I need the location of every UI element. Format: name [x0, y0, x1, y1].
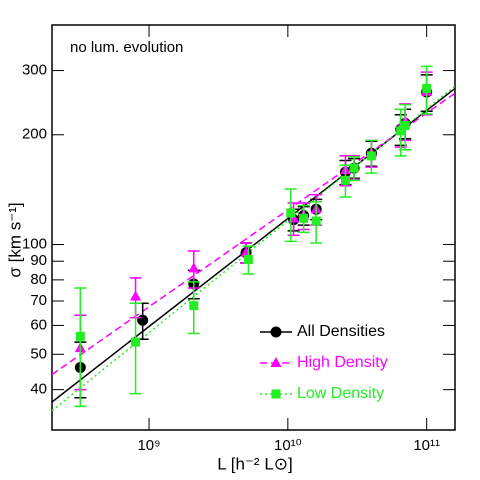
y-tick-label: 40: [30, 381, 47, 398]
marker: [130, 290, 142, 301]
y-tick-label: 50: [30, 345, 47, 362]
y-tick-label: 70: [30, 292, 47, 309]
plot-frame: [51, 24, 456, 431]
error-bar: [74, 287, 87, 408]
x-tick-label: 10⁹: [137, 437, 160, 454]
marker: [349, 163, 359, 173]
x-axis-label: L [h⁻² L⊙]: [217, 454, 293, 473]
legend-label: All Densities: [297, 323, 385, 340]
y-tick-label: 60: [30, 316, 47, 333]
y-tick-label: 80: [30, 271, 47, 288]
marker: [311, 216, 321, 226]
fit-line: [51, 87, 456, 403]
marker: [188, 262, 200, 273]
legend-marker: [271, 389, 281, 399]
marker: [286, 208, 296, 218]
y-tick-label: 90: [30, 252, 47, 269]
legend-marker: [270, 326, 282, 338]
error-bar: [129, 302, 142, 395]
legend-label: Low Density: [297, 385, 384, 402]
y-tick-label: 100: [22, 236, 47, 253]
marker: [366, 151, 376, 161]
marker: [243, 254, 253, 264]
x-tick-label: 10¹¹: [413, 437, 440, 454]
y-axis-label: σ [km s⁻¹]: [5, 202, 24, 277]
legend-label: High Density: [297, 354, 388, 371]
fit-line: [51, 85, 456, 412]
marker: [137, 314, 149, 326]
marker: [75, 331, 85, 341]
marker: [396, 126, 406, 136]
marker: [131, 337, 141, 347]
marker: [422, 83, 432, 93]
marker: [340, 175, 350, 185]
legend-marker: [270, 357, 282, 367]
marker: [400, 121, 410, 131]
marker: [299, 213, 309, 223]
y-tick-label: 200: [22, 126, 47, 143]
marker: [189, 301, 199, 311]
x-tick-label: 10¹⁰: [274, 437, 302, 454]
annotation: no lum. evolution: [70, 39, 183, 56]
y-tick-label: 300: [22, 62, 47, 79]
